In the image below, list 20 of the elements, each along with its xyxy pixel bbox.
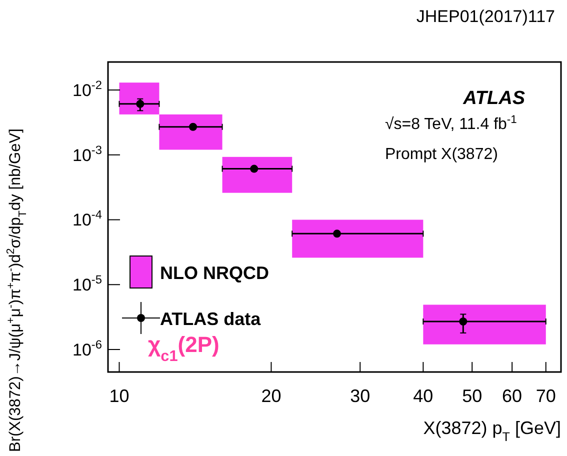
x-tick-label: 10	[109, 386, 130, 406]
annotation: ATLAS	[462, 88, 526, 109]
x-tick-label: 30	[350, 386, 370, 406]
x-axis-title: X(3872) p$_{T}$ [GeV]	[423, 418, 561, 444]
y-tick-label: 10$^{-4}$	[72, 208, 102, 230]
legend-label: NLO NRQCD	[160, 263, 269, 283]
y-tick-label: 10$^{-2}$	[72, 78, 102, 100]
annotation: χ$_{c1}$(2P)	[148, 332, 220, 364]
y-tick-label: 10$^{-3}$	[72, 142, 102, 165]
y-tick-label: 10$^{-5}$	[72, 272, 102, 295]
x-tick-label: 40	[413, 386, 434, 406]
annotation: √s=8 TeV, 11.4 fb$^{-1}$	[385, 114, 517, 133]
legend-label: ATLAS data	[160, 309, 262, 329]
annotation: Prompt X(3872)	[385, 146, 498, 163]
x-tick-label: 70	[536, 386, 556, 406]
x-tick-label: 20	[261, 386, 282, 406]
x-tick-label: 60	[502, 386, 522, 406]
text: JHEP01(2017)117	[416, 7, 555, 26]
y-tick-label: 10$^{-6}$	[72, 338, 102, 360]
x-tick-label: 50	[462, 386, 482, 406]
